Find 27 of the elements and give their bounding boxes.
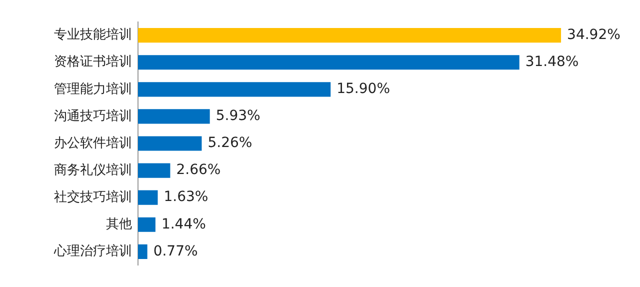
data-label: 0.77% xyxy=(153,243,198,260)
data-label: 2.66% xyxy=(176,162,221,178)
data-label: 31.48% xyxy=(525,54,579,70)
bar xyxy=(138,190,158,205)
y-tick-label: 商务礼仪培训 xyxy=(54,162,132,178)
y-tick-label: 社交技巧培训 xyxy=(54,188,132,205)
bar xyxy=(138,244,148,259)
bar xyxy=(138,136,202,151)
y-tick-label: 沟通技巧培训 xyxy=(54,108,132,124)
data-label: 5.26% xyxy=(208,135,252,152)
data-label: 1.63% xyxy=(164,189,208,206)
y-tick-label: 管理能力培训 xyxy=(54,82,132,97)
bar xyxy=(138,109,210,124)
bar xyxy=(138,217,156,232)
y-tick-label: 心理治疗培训 xyxy=(53,243,132,260)
y-tick-label: 专业技能培训 xyxy=(54,28,132,43)
y-tick-label: 办公软件培训 xyxy=(54,136,132,151)
data-label: 1.44% xyxy=(161,216,206,232)
bar xyxy=(138,28,562,43)
y-tick-label: 其他 xyxy=(106,217,132,232)
bar xyxy=(138,82,331,97)
data-label: 5.93% xyxy=(216,108,260,124)
bar xyxy=(138,163,170,178)
y-tick-label: 资格证书培训 xyxy=(54,54,132,70)
bar xyxy=(138,55,520,70)
data-label: 34.92% xyxy=(567,26,620,43)
data-label: 15.90% xyxy=(336,81,390,98)
